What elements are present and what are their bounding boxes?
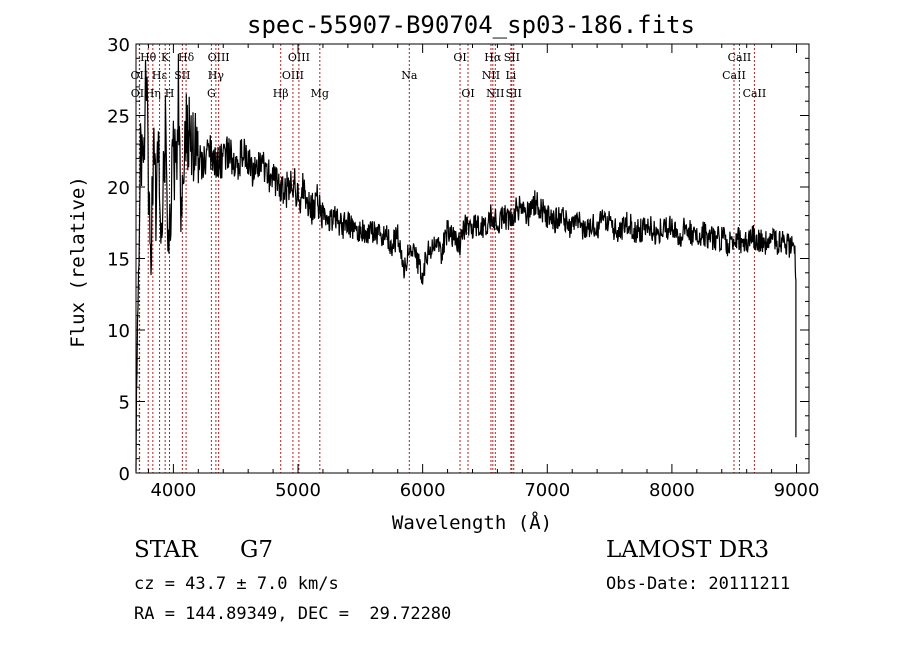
x-axis-label: Wavelength (Å) xyxy=(392,511,552,534)
line-label: Hα xyxy=(484,51,502,64)
line-label: NII xyxy=(482,69,500,82)
line-label: OIII xyxy=(208,51,230,64)
line-label: OIII xyxy=(282,69,304,82)
x-tick-label: 8000 xyxy=(649,480,695,501)
redshift-cz: cz = 43.7 ± 7.0 km/s xyxy=(134,574,339,594)
line-label: NII xyxy=(486,87,504,100)
line-label: Na xyxy=(401,69,418,82)
x-tick-label: 6000 xyxy=(400,480,446,501)
line-label: Hη xyxy=(145,87,161,100)
line-label: K xyxy=(161,51,170,64)
line-label: Mg xyxy=(311,87,329,100)
line-label: OI xyxy=(453,51,466,64)
x-tick-label: 9000 xyxy=(774,480,820,501)
object-class: STAR xyxy=(134,537,198,563)
line-labels: Hθ OII OII K Hε Hη SII H Hδ OIII Hγ G Hβ OIII OIII Mg Na… xyxy=(131,51,767,100)
y-tick-label: 25 xyxy=(107,107,130,128)
line-label: Hβ xyxy=(273,87,289,100)
line-label: H xyxy=(165,87,175,100)
line-label: SII xyxy=(504,51,520,64)
y-tick-label: 0 xyxy=(119,464,130,485)
line-label: Hδ xyxy=(178,51,195,64)
line-label: CaII xyxy=(728,51,752,64)
line-markers xyxy=(138,44,755,473)
y-tick-label: 10 xyxy=(107,321,130,342)
line-label: OII xyxy=(131,87,149,100)
object-subclass: G7 xyxy=(240,537,274,563)
line-label: Hγ xyxy=(208,69,225,82)
chart-title: spec-55907-B90704_sp03-186.fits xyxy=(247,11,695,39)
y-tick-label: 30 xyxy=(107,35,130,56)
line-label: SII xyxy=(174,69,190,82)
y-tick-label: 5 xyxy=(119,393,130,414)
x-tick-label: 5000 xyxy=(275,480,321,501)
x-tick-label: 7000 xyxy=(524,480,570,501)
ra-dec: RA = 144.89349, DEC = 29.72280 xyxy=(134,604,452,624)
spectrum-series-line xyxy=(135,53,797,472)
line-label: G xyxy=(207,87,216,100)
line-label: OI xyxy=(461,87,474,100)
line-label: Li xyxy=(505,69,516,82)
obs-date: Obs-Date: 20111211 xyxy=(606,574,791,594)
y-tick-label: 15 xyxy=(107,250,130,271)
y-tick-label: 20 xyxy=(107,178,130,199)
line-label: CaII xyxy=(722,69,746,82)
line-label: OIII xyxy=(288,51,310,64)
line-label: SII xyxy=(506,87,522,100)
plot-frame xyxy=(135,43,810,474)
line-label: CaII xyxy=(743,87,767,100)
axis-ticks: 4000 5000 6000 7000 8000 9000 0 5 10 15 20 25 30 xyxy=(107,35,819,501)
survey-name: LAMOST DR3 xyxy=(606,537,770,563)
y-axis-label: Flux (relative) xyxy=(67,176,89,348)
line-label: Hε xyxy=(152,69,168,82)
line-label: Hθ xyxy=(140,51,157,64)
line-label: OII xyxy=(131,69,149,82)
x-tick-label: 4000 xyxy=(150,480,196,501)
